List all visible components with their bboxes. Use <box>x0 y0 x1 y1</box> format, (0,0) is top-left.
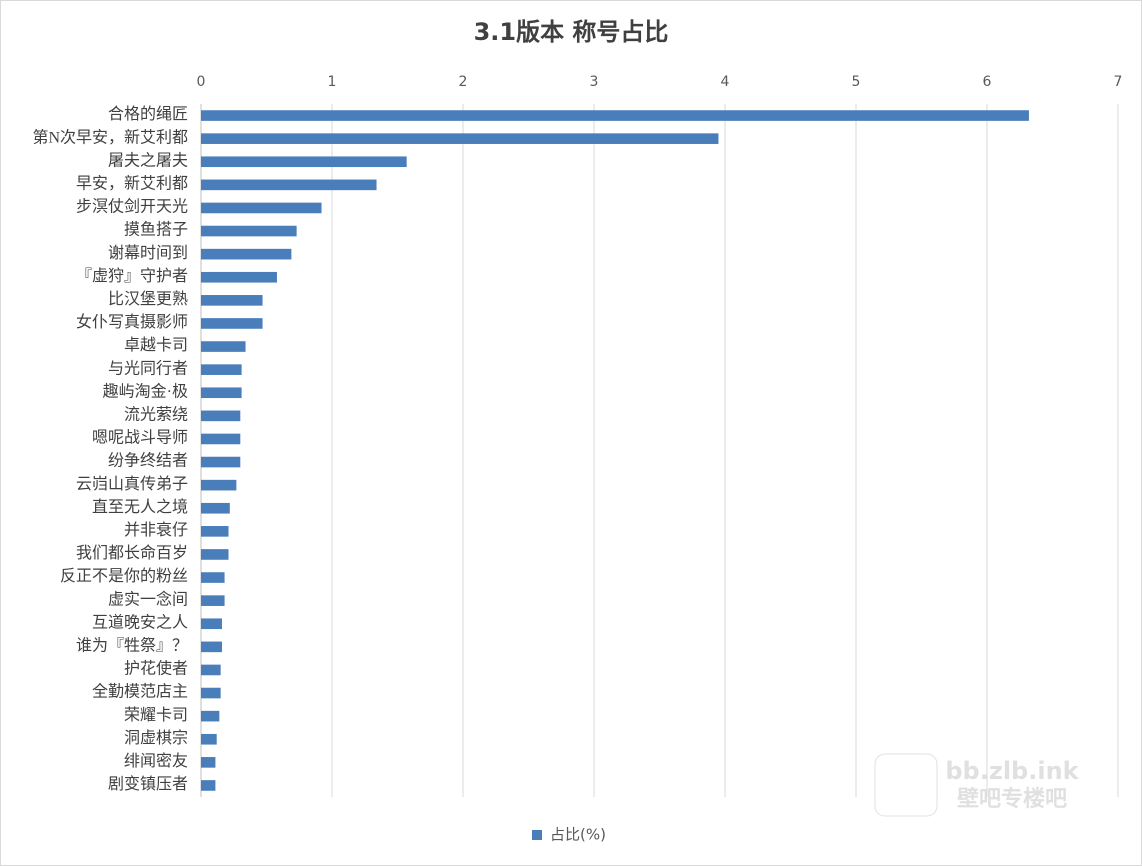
bar <box>201 456 241 468</box>
watermark-icon <box>874 753 938 817</box>
y-tick-label: 荣耀卡司 <box>124 706 188 724</box>
bar <box>201 572 225 583</box>
y-tick-label: 纷争终结者 <box>108 452 188 470</box>
bar <box>201 526 229 537</box>
y-tick-label: 与光同行者 <box>108 359 188 377</box>
y-tick-label: 并非衰仔 <box>124 521 188 539</box>
y-tick-label: 互道晚安之人 <box>92 613 188 631</box>
watermark-text: 壁吧专楼吧 <box>957 786 1067 812</box>
bar <box>201 364 242 375</box>
y-tick-label: 云岿山真传弟子 <box>76 475 188 493</box>
y-tick-label: 趣屿淘金·极 <box>103 382 188 400</box>
y-tick-label: 女仆写真摄影师 <box>76 312 188 331</box>
x-tick-label: 4 <box>721 74 730 90</box>
bar <box>201 595 225 606</box>
x-tick-label: 6 <box>983 74 992 90</box>
y-tick-label: 反正不是你的粉丝 <box>60 567 188 585</box>
bar <box>201 641 222 653</box>
bar <box>201 271 277 283</box>
watermark-text: bb.zlb.ink <box>945 757 1079 785</box>
legend-label: 占比(%) <box>550 826 606 844</box>
bar <box>201 502 230 514</box>
y-tick-label: 早安，新艾利都 <box>76 175 188 193</box>
y-tick-label: 直至无人之境 <box>92 497 188 516</box>
chart-title: 3.1版本 称号占比 <box>474 18 669 46</box>
bar <box>201 733 217 745</box>
x-tick-label: 5 <box>852 74 861 90</box>
bar <box>201 248 292 260</box>
x-tick-label: 2 <box>459 74 468 90</box>
y-tick-label: 步溟仗剑开天光 <box>76 198 188 216</box>
y-tick-label: 卓越卡司 <box>124 336 188 354</box>
y-tick-label: 流光萦绕 <box>124 406 188 424</box>
bar <box>201 179 377 191</box>
x-tick-label: 1 <box>328 74 337 90</box>
y-tick-label: 谢幕时间到 <box>108 244 188 262</box>
bar <box>201 133 719 144</box>
bar <box>201 433 241 445</box>
y-tick-label: 洞虚棋宗 <box>124 729 188 747</box>
bar <box>201 295 263 306</box>
bar <box>201 110 1029 121</box>
watermark: bb.zlb.ink 壁吧专楼吧 <box>874 753 1080 817</box>
y-tick-label: 合格的绳匠 <box>108 105 188 123</box>
bar <box>201 710 220 722</box>
bar <box>201 757 216 768</box>
y-tick-label: 护花使者 <box>124 660 188 678</box>
bar <box>201 225 297 237</box>
y-tick-label: 屠夫之屠夫 <box>108 151 188 169</box>
y-tick-label: 虚实一念间 <box>108 589 188 608</box>
y-tick-label: 嗯呢战斗导师 <box>92 429 188 447</box>
y-tick-label: 绯闻密友 <box>124 752 188 770</box>
bar <box>201 664 221 676</box>
bar <box>201 156 407 168</box>
y-tick-label: 谁为『牲祭』？ <box>76 637 188 655</box>
bar <box>201 341 246 352</box>
bar <box>201 202 322 214</box>
bar <box>201 687 221 699</box>
x-tick-label: 7 <box>1114 74 1123 90</box>
y-tick-label: 我们都长命百岁 <box>76 544 188 562</box>
bar <box>201 479 237 491</box>
bar <box>201 549 229 560</box>
bar <box>201 318 263 329</box>
x-tick-label: 0 <box>197 74 206 90</box>
bar <box>201 618 222 630</box>
x-tick-label: 3 <box>590 74 599 90</box>
bar <box>201 387 242 399</box>
bar <box>201 410 241 422</box>
y-tick-label: 第N次早安，新艾利都 <box>32 128 188 146</box>
y-tick-label: 全勤模范店主 <box>92 683 188 701</box>
y-tick-label: 『虚狩』守护者 <box>76 267 188 285</box>
bar <box>201 780 216 791</box>
y-tick-label: 剧变镇压者 <box>108 775 188 793</box>
y-tick-label: 摸鱼搭子 <box>124 221 188 239</box>
y-tick-label: 比汉堡更熟 <box>108 290 188 308</box>
legend-swatch <box>532 830 542 840</box>
